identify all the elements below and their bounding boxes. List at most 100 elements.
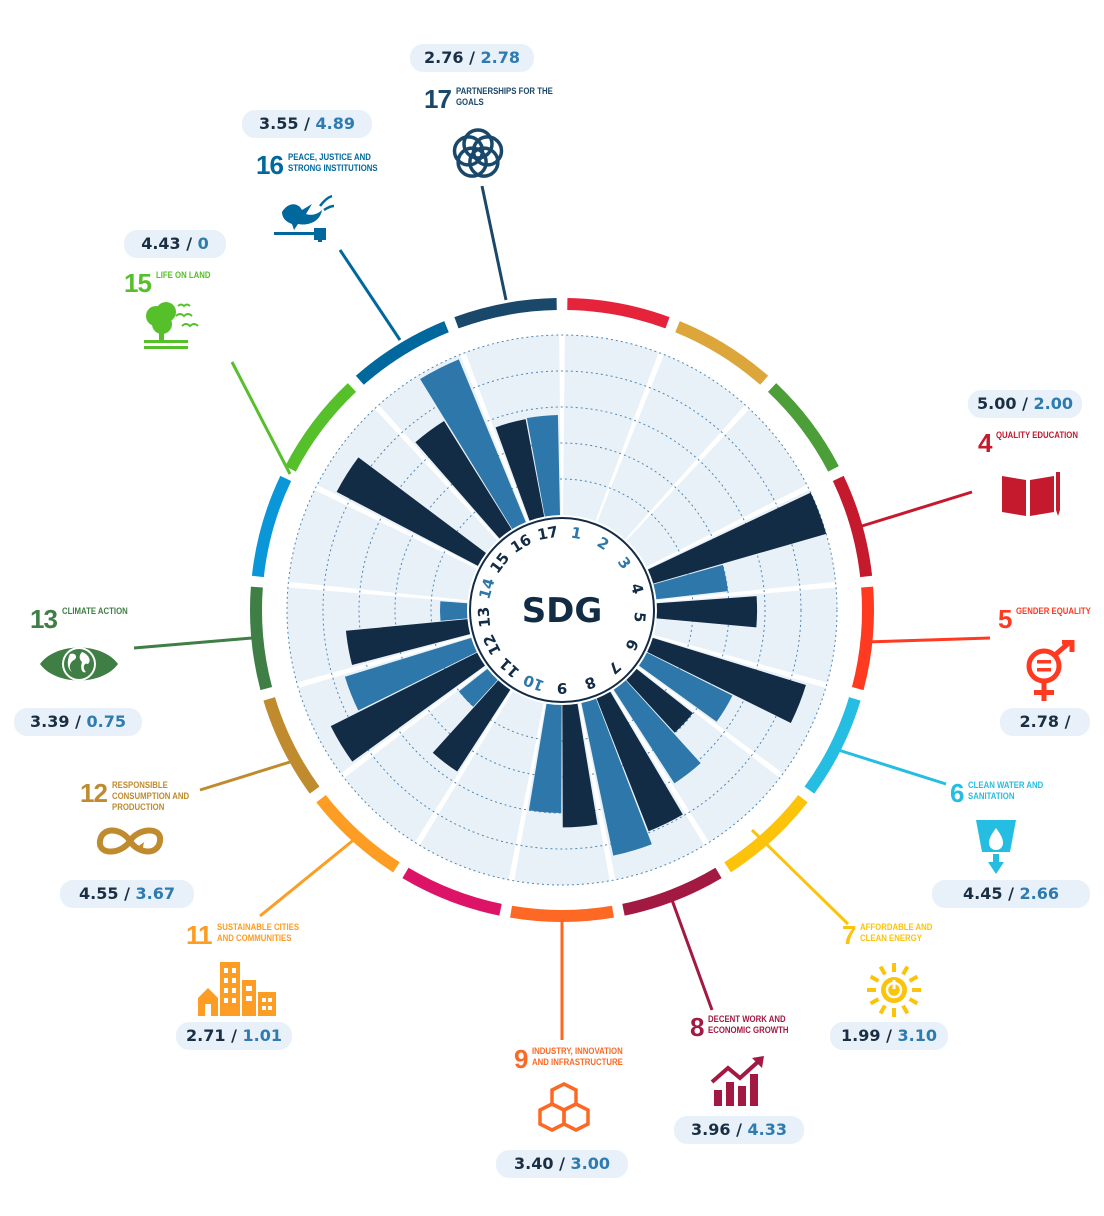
value-a: 3.40 [514, 1154, 554, 1173]
background-wedge-9 [514, 703, 610, 885]
value-pill-sdg7: 1.99 / 3.10 [830, 1022, 948, 1050]
leader-line-sdg8 [670, 899, 714, 1011]
bar-sdg7-s2 [613, 680, 701, 784]
goal-heading-sdg5: 5 GENDER EQUALITY [998, 606, 1104, 632]
leader-line-sdg12 [199, 760, 291, 792]
leader-line-sdg17 [480, 185, 508, 301]
background-wedge-7 [612, 668, 780, 843]
bar-sdg13-s2 [439, 601, 468, 621]
growth-chart-icon [710, 1056, 768, 1113]
ring-segment-sdg4 [832, 475, 873, 578]
ring-segment-sdg3 [767, 383, 839, 472]
bar-sdg17-s1 [495, 419, 545, 521]
value-a: 2.76 [424, 48, 464, 67]
grid-ring [358, 406, 766, 814]
goal-number: 9 [514, 1044, 529, 1074]
leader-line-sdg7 [750, 828, 850, 926]
goal-number: 11 [186, 920, 212, 950]
bar-sdg12-s1 [330, 652, 486, 762]
ring-segment-sdg12 [263, 697, 320, 794]
value-a: 1.99 [841, 1026, 881, 1045]
value-pill-sdg15: 4.43 / 0 [124, 230, 226, 258]
bar-sdg6-s2 [638, 652, 733, 722]
value-separator: / [730, 1120, 748, 1139]
goal-name: DECENT WORK AND ECONOMIC GROWTH [708, 1014, 789, 1036]
goal-name: CLIMATE ACTION [61, 606, 128, 617]
goal-number: 8 [690, 1012, 705, 1042]
bar-sdg11-s1 [432, 680, 511, 772]
value-b: 4.89 [315, 114, 355, 133]
value-b: 0.75 [86, 712, 126, 731]
bar-sdg9-s1 [562, 703, 598, 828]
background-wedge-6 [638, 636, 826, 774]
bars-group [330, 359, 827, 856]
center-hub: SDG [469, 517, 655, 703]
value-b: 2.66 [1019, 884, 1059, 903]
value-pill-sdg12: 4.55 / 3.67 [60, 880, 194, 908]
leader-line-sdg15 [230, 361, 292, 475]
city-buildings-icon [196, 958, 278, 1023]
value-separator: / [180, 234, 198, 253]
partnership-rings-icon [444, 120, 512, 193]
goal-number: 7 [842, 920, 857, 950]
value-b: 3.00 [570, 1154, 610, 1173]
bar-sdg17-s2 [526, 414, 561, 517]
goal-heading-sdg4: 4 QUALITY EDUCATION [978, 430, 1104, 456]
bar-sdg6-s1 [647, 637, 806, 723]
ring-segment-sdg7 [724, 794, 808, 873]
bar-sdg4-s2 [653, 564, 728, 600]
bar-sdg5-s1 [656, 596, 758, 628]
ring-segment-sdg2 [675, 321, 769, 385]
value-a: 4.43 [141, 234, 181, 253]
goal-name: LIFE ON LAND [155, 270, 211, 281]
goal-name: QUALITY EDUCATION [996, 430, 1079, 441]
goal-number: 13 [30, 604, 58, 634]
leader-lines [133, 185, 991, 1040]
book-icon [998, 468, 1062, 523]
bar-sdg16-s2 [420, 359, 526, 530]
dove-gavel-icon [272, 192, 342, 247]
value-b: 2.78 [480, 48, 520, 67]
goal-heading-sdg12: 12 RESPONSIBLE CONSUMPTION AND PRODUCTION [80, 780, 232, 813]
value-a: 2.78 [1019, 712, 1060, 731]
gender-equality-icon [1022, 639, 1078, 709]
category-label-5: 5 [630, 611, 649, 623]
ring-segment-sdg8 [622, 867, 722, 916]
leader-line-sdg11 [259, 836, 357, 918]
value-pill-sdg13: 3.39 / 0.75 [14, 708, 142, 736]
category-label-9: 9 [557, 679, 567, 697]
background-wedge-15 [317, 408, 498, 567]
value-b: 1.01 [242, 1026, 282, 1045]
ring-segment-sdg13 [250, 586, 273, 691]
value-a: 3.39 [30, 712, 70, 731]
background-wedge-10 [419, 691, 544, 880]
goal-name: AFFORDABLE AND CLEAN ENERGY [860, 922, 933, 944]
background-wedge-1 [562, 335, 659, 522]
bar-sdg7-s1 [626, 668, 693, 733]
value-separator: / [880, 1026, 898, 1045]
ring-segment-sdg1 [567, 298, 670, 329]
cubes-icon [534, 1082, 594, 1143]
leader-line-sdg6 [831, 746, 947, 786]
earth-eye-icon [38, 640, 120, 693]
value-separator: / [1016, 394, 1034, 413]
value-separator: / [1059, 712, 1071, 731]
value-separator: / [118, 884, 136, 903]
goal-heading-sdg7: 7 AFFORDABLE AND CLEAN ENERGY [842, 922, 980, 948]
leader-line-sdg4 [861, 490, 973, 528]
goal-name: CLEAN WATER AND SANITATION [968, 780, 1044, 802]
value-b: 3.67 [135, 884, 175, 903]
goal-number: 4 [978, 428, 993, 458]
ring-segment-sdg17 [454, 298, 557, 329]
goal-heading-sdg9: 9 INDUSTRY, INNOVATION AND INFRASTRUCTURE [514, 1046, 652, 1072]
value-b: 0 [197, 234, 209, 253]
bar-sdg15-s1 [336, 457, 486, 566]
value-a: 3.55 [259, 114, 299, 133]
value-separator: / [463, 48, 481, 67]
ring-segment-sdg15 [285, 383, 357, 472]
grid-ring [322, 370, 802, 850]
value-b: 2.00 [1033, 394, 1073, 413]
category-label-1: 1 [570, 524, 584, 544]
value-a: 4.55 [79, 884, 119, 903]
bar-sdg12-s2 [344, 637, 477, 711]
